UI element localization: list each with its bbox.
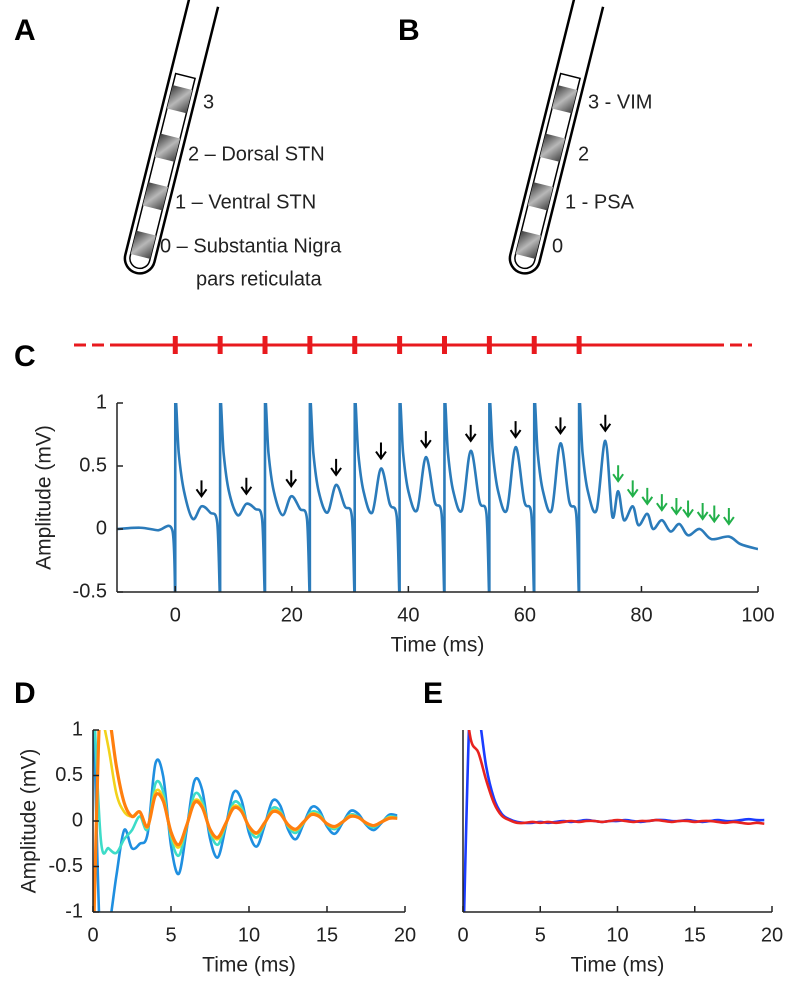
arrow (723, 508, 735, 526)
x-tick-label: 5 (165, 924, 176, 946)
stimulus-pulse (397, 336, 403, 354)
y-tick-label: -1 (65, 900, 83, 922)
panel-letter: A (14, 14, 36, 47)
x-tick-label: 0 (457, 924, 468, 946)
x-tick-label: 15 (316, 924, 338, 946)
stimulus-pulse (441, 336, 447, 354)
arrow (509, 421, 522, 439)
panel-letter: C (14, 340, 36, 373)
arrow (696, 503, 709, 521)
data-line (467, 730, 765, 826)
x-tick-label: 20 (281, 604, 303, 626)
x-tick-label: 5 (535, 924, 546, 946)
panel-letter: B (398, 14, 420, 47)
x-axis-label: Time (ms) (571, 954, 665, 977)
stimulus-pulse (307, 336, 313, 354)
arrow (420, 431, 432, 449)
stimulus-pulse (576, 336, 582, 354)
x-tick-label: 0 (170, 604, 181, 626)
y-axis-label: Amplitude (mV) (18, 749, 41, 894)
arrow (708, 505, 721, 524)
stimulus-pulse (352, 336, 358, 354)
contact-label: 2 (578, 143, 589, 165)
y-tick-label: 1 (96, 391, 107, 413)
arrow (375, 442, 387, 461)
x-tick-label: 40 (397, 604, 419, 626)
stimulus-pulse (262, 336, 268, 354)
y-tick-label: 0 (96, 517, 107, 539)
stimulus-pulse (217, 336, 223, 354)
y-axis-label: Amplitude (mV) (33, 425, 56, 570)
electrode (123, 0, 220, 275)
arrow (682, 500, 694, 519)
stimulus-pulse (172, 336, 178, 354)
data-line (117, 403, 758, 592)
arrow (626, 480, 639, 499)
stimulus-pulse (486, 336, 492, 354)
contact-label: 3 - VIM (588, 91, 652, 113)
panel-letter: D (14, 677, 36, 710)
contact-label: pars reticulata (196, 268, 322, 290)
arrow (285, 470, 298, 488)
x-tick-label: 20 (394, 924, 416, 946)
x-tick-label: 80 (630, 604, 652, 626)
x-tick-label: 10 (606, 924, 628, 946)
contact-label: 0 (552, 235, 563, 257)
x-tick-label: 10 (238, 924, 260, 946)
x-axis-label: Time (ms) (391, 634, 485, 657)
arrow (240, 477, 253, 496)
x-tick-label: 15 (684, 924, 706, 946)
data-line (93, 730, 398, 912)
arrow (612, 465, 624, 483)
arrow (656, 494, 668, 512)
arrow (599, 414, 612, 433)
arrow (641, 487, 654, 506)
data-line (463, 730, 765, 912)
contact-label: 3 (203, 91, 214, 113)
x-tick-label: 100 (741, 604, 774, 626)
x-tick-label: 0 (87, 924, 98, 946)
electrode (508, 0, 605, 275)
arrow (554, 417, 567, 436)
data-line (103, 730, 398, 849)
y-tick-label: 1 (72, 718, 83, 740)
y-tick-label: 0.5 (55, 764, 83, 786)
data-line (93, 730, 398, 858)
y-tick-label: 0.5 (79, 454, 107, 476)
arrow (464, 424, 477, 443)
x-tick-label: 20 (761, 924, 783, 946)
arrow (330, 458, 342, 477)
contact-label: 1 – Ventral STN (175, 191, 316, 213)
contact-label: 2 – Dorsal STN (188, 143, 325, 165)
x-axis-label: Time (ms) (202, 954, 296, 977)
contact-label: 1 - PSA (565, 191, 635, 213)
contact-label: 0 – Substantia Nigra (160, 235, 342, 257)
arrow (195, 480, 208, 499)
y-tick-label: -0.5 (73, 580, 107, 602)
panel-letter: E (423, 677, 443, 710)
arrow (670, 497, 683, 516)
y-tick-label: 0 (72, 809, 83, 831)
x-tick-label: 60 (514, 604, 536, 626)
stimulus-pulse (531, 336, 537, 354)
y-tick-label: -0.5 (49, 855, 83, 877)
